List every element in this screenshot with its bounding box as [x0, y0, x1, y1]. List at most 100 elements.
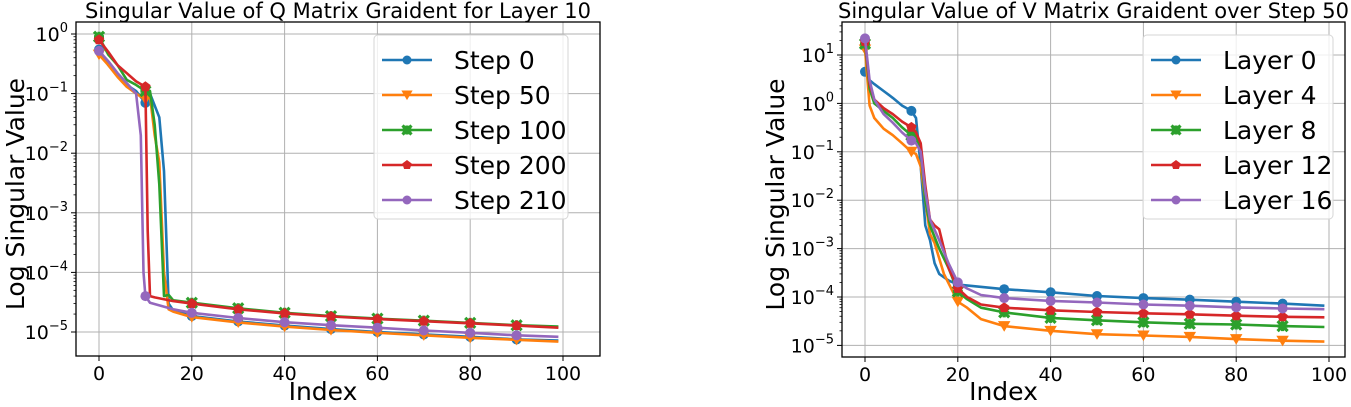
- marker-pentagon-icon: [402, 160, 412, 170]
- series-line: [863, 41, 1325, 319]
- series-line: [863, 71, 1325, 307]
- axes-frame: [841, 21, 1346, 358]
- legend-label: Step 210: [454, 186, 567, 215]
- marker-circle-icon: [952, 277, 963, 288]
- y-tick-label: 10−5: [791, 332, 834, 357]
- marker-pentagon-icon: [1230, 310, 1242, 321]
- marker-circle-icon: [999, 284, 1010, 295]
- legend-label: Step 50: [454, 81, 551, 110]
- legend-item[interactable]: Layer 0: [1151, 46, 1317, 75]
- legend-box: [1142, 34, 1334, 220]
- marker-circle-icon: [372, 322, 383, 333]
- legend-label: Step 0: [454, 46, 535, 75]
- x-tick-label: 100: [1311, 364, 1347, 386]
- marker-x-icon: [401, 124, 413, 136]
- x-tick-label: 100: [545, 363, 581, 385]
- y-tick-label: 10−4: [25, 259, 68, 284]
- marker-pentagon-icon: [93, 34, 105, 45]
- marker-pentagon-icon: [279, 307, 290, 318]
- y-tick-label: 10−3: [25, 200, 68, 225]
- legend-label: Layer 12: [1223, 151, 1332, 180]
- marker-pentagon-icon: [325, 310, 337, 321]
- marker-circle-icon: [860, 33, 870, 44]
- marker-x-icon: [1170, 124, 1182, 136]
- x-tick-label: 80: [458, 363, 482, 385]
- y-tick-label: 10−2: [791, 187, 834, 212]
- marker-triangle-icon: [1229, 334, 1243, 345]
- x-axis-label: Index: [969, 377, 1038, 403]
- marker-pentagon-icon: [511, 320, 522, 331]
- marker-circle-icon: [511, 330, 522, 341]
- marker-x-icon: [1090, 314, 1104, 327]
- chart-q-matrix-layer10: Singular Value of Q Matrix Graident for …: [0, 0, 610, 406]
- legend-item[interactable]: Step 100: [382, 116, 567, 145]
- marker-triangle-icon: [1170, 90, 1182, 101]
- marker-circle-icon: [402, 55, 412, 65]
- legend-item[interactable]: Step 0: [382, 46, 535, 75]
- marker-pentagon-icon: [232, 303, 244, 314]
- marker-circle-icon: [1184, 300, 1195, 311]
- marker-circle-icon: [1138, 299, 1149, 310]
- marker-x-icon: [1044, 311, 1057, 325]
- chart-title: Singular Value of Q Matrix Graident for …: [85, 0, 591, 23]
- marker-pentagon-icon: [1171, 160, 1181, 170]
- series-line: [863, 43, 1325, 329]
- marker-triangle-icon: [1183, 331, 1197, 343]
- legend-label: Layer 0: [1223, 46, 1317, 75]
- marker-triangle-icon: [951, 296, 965, 308]
- marker-circle-icon: [906, 105, 917, 116]
- marker-triangle-icon: [1276, 335, 1289, 347]
- marker-circle-icon: [279, 317, 290, 328]
- marker-pentagon-icon: [464, 317, 476, 328]
- legend-label: Layer 4: [1223, 81, 1317, 110]
- series-group: [92, 30, 559, 346]
- marker-pentagon-icon: [998, 302, 1010, 313]
- marker-circle-icon: [326, 320, 336, 331]
- x-tick-label: 20: [946, 364, 970, 386]
- legend-item[interactable]: Step 200: [382, 151, 567, 180]
- legend-item[interactable]: Layer 8: [1151, 116, 1317, 145]
- y-tick-label: 10−2: [25, 140, 68, 165]
- marker-circle-icon: [1045, 287, 1056, 298]
- marker-circle-icon: [999, 293, 1010, 304]
- legend-item[interactable]: Step 50: [382, 81, 551, 110]
- y-tick-label: 10−3: [791, 236, 834, 261]
- marker-triangle-icon: [1137, 330, 1150, 342]
- marker-x-icon: [1183, 317, 1196, 330]
- legend: Step 0 Step 50 Step 100 Step 200 Step 210: [373, 34, 569, 220]
- marker-pentagon-icon: [906, 121, 917, 132]
- legend-item[interactable]: Layer 4: [1151, 81, 1317, 110]
- legend-box: [373, 34, 569, 220]
- legend-label: Layer 16: [1223, 186, 1332, 215]
- y-tick-label: 10−4: [791, 284, 834, 309]
- y-tick-label: 100: [802, 90, 834, 115]
- legend-item[interactable]: Layer 12: [1151, 151, 1332, 180]
- marker-circle-icon: [1171, 195, 1181, 205]
- marker-circle-icon: [402, 195, 412, 205]
- marker-pentagon-icon: [1091, 306, 1103, 317]
- marker-pentagon-icon: [1184, 308, 1196, 319]
- marker-pentagon-icon: [1138, 307, 1149, 318]
- x-tick-label: 60: [365, 363, 389, 385]
- x-tick-label: 0: [93, 363, 105, 385]
- legend-label: Layer 8: [1223, 116, 1317, 145]
- marker-triangle-icon: [997, 321, 1011, 332]
- marker-circle-icon: [1277, 303, 1288, 314]
- legend-item[interactable]: Layer 16: [1151, 186, 1332, 215]
- series-layer-4: [858, 44, 1325, 347]
- series-line: [863, 49, 1325, 343]
- marker-x-icon: [1137, 316, 1150, 329]
- marker-circle-icon: [906, 135, 917, 146]
- marker-x-icon: [998, 306, 1011, 319]
- legend-label: Step 200: [454, 151, 567, 180]
- x-tick-label: 80: [1224, 364, 1248, 386]
- y-tick-label: 10−5: [25, 319, 68, 344]
- x-tick-label: 40: [1039, 364, 1063, 386]
- legend-item[interactable]: Step 210: [382, 186, 567, 215]
- series-group: [858, 33, 1325, 347]
- y-tick-label: 10−1: [791, 139, 834, 164]
- marker-circle-icon: [1092, 297, 1102, 308]
- marker-triangle-icon: [401, 90, 413, 101]
- marker-circle-icon: [1171, 55, 1181, 65]
- marker-x-icon: [1230, 318, 1243, 331]
